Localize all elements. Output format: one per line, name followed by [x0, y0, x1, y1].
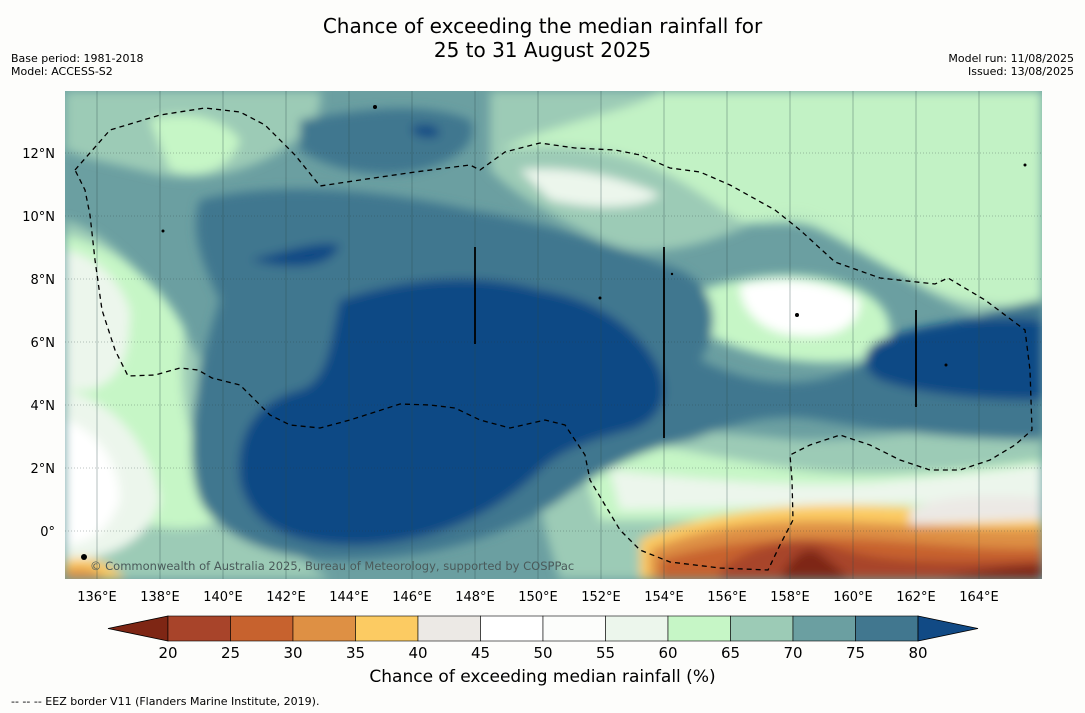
lon-label: 136°E [77, 590, 117, 605]
colorbar-segment [730, 615, 794, 642]
lat-label: 2°N [31, 462, 56, 477]
colorbar: 20 25 30 35 40 45 50 55 60 65 70 75 80 [107, 615, 979, 662]
colorbar-segment [292, 615, 356, 642]
colorbar-tick-label: 50 [533, 644, 552, 662]
colorbar-segment [542, 615, 606, 642]
lon-label: 146°E [392, 590, 432, 605]
meta-right: Model run: 11/08/2025 Issued: 13/08/2025 [948, 52, 1074, 78]
colorbar-segment [355, 615, 419, 642]
lon-label: 138°E [140, 590, 180, 605]
islands [81, 105, 1027, 560]
map-title-line2: 25 to 31 August 2025 [433, 38, 652, 62]
lon-label: 142°E [266, 590, 306, 605]
colorbar-label: Chance of exceeding median rainfall (%) [369, 667, 716, 687]
colorbar-segment [167, 615, 231, 642]
lat-label: 12°N [22, 147, 55, 162]
graticule [65, 152, 1042, 532]
map-title-line1: Chance of exceeding the median rainfall … [322, 14, 763, 38]
boundary-lines [474, 247, 917, 438]
map-title: Chance of exceeding the median rainfall … [0, 14, 1085, 62]
lon-label: 162°E [896, 590, 936, 605]
lon-label: 154°E [644, 590, 684, 605]
colorbar-tick-label: 40 [408, 644, 427, 662]
colorbar-tick-label: 80 [908, 644, 927, 662]
eez-border [74, 107, 1033, 571]
colorbar-tick-label: 30 [283, 644, 302, 662]
colorbar-tick-label: 70 [783, 644, 802, 662]
lat-label: 10°N [22, 210, 55, 225]
colorbar-tick-label: 60 [658, 644, 677, 662]
colorbar-tick-label: 35 [346, 644, 365, 662]
longitude-axis: 136°E 138°E 140°E 142°E 144°E 146°E 148°… [77, 590, 999, 605]
lon-label: 160°E [833, 590, 873, 605]
colorbar-tick-label: 65 [721, 644, 740, 662]
meta-left: Base period: 1981-2018 Model: ACCESS-S2 [11, 52, 143, 78]
colorbar-segment [230, 615, 294, 642]
lon-label: 144°E [329, 590, 369, 605]
colorbar-tick-label: 75 [846, 644, 865, 662]
lon-label: 156°E [707, 590, 747, 605]
colorbar-segment [667, 615, 731, 642]
latitude-axis: 12°N 10°N 8°N 6°N 4°N 2°N 0° [22, 147, 55, 540]
lon-label: 150°E [518, 590, 558, 605]
copyright-text: © Commonwealth of Australia 2025, Bureau… [90, 559, 574, 573]
lat-label: 0° [40, 525, 55, 540]
lon-label: 158°E [770, 590, 810, 605]
colorbar-tick-label: 20 [158, 644, 177, 662]
colorbar-tick-label: 25 [221, 644, 240, 662]
colorbar-segment [855, 615, 919, 642]
lon-label: 152°E [581, 590, 621, 605]
colorbar-segment [480, 615, 544, 642]
lat-label: 8°N [31, 273, 56, 288]
colorbar-extend-low [107, 615, 169, 642]
lat-label: 4°N [31, 399, 56, 414]
colorbar-segment [605, 615, 669, 642]
lon-label: 140°E [203, 590, 243, 605]
colorbar-segment [792, 615, 856, 642]
footnote: -- -- -- EEZ border V11 (Flanders Marine… [11, 695, 320, 708]
rainfall-field: © Commonwealth of Australia 2025, Bureau… [65, 91, 1042, 579]
colorbar-tick-label: 45 [471, 644, 490, 662]
base-period-text: Base period: 1981-2018 [11, 52, 144, 65]
colorbar-tick-label: 55 [596, 644, 615, 662]
issued-text: Issued: 13/08/2025 [967, 65, 1074, 78]
lon-label: 148°E [455, 590, 495, 605]
colorbar-extend-high [917, 615, 979, 642]
lat-label: 6°N [31, 336, 56, 351]
model-run-text: Model run: 11/08/2025 [948, 52, 1074, 65]
colorbar-segment [417, 615, 481, 642]
model-text: Model: ACCESS-S2 [11, 65, 113, 78]
lon-label: 164°E [959, 590, 999, 605]
